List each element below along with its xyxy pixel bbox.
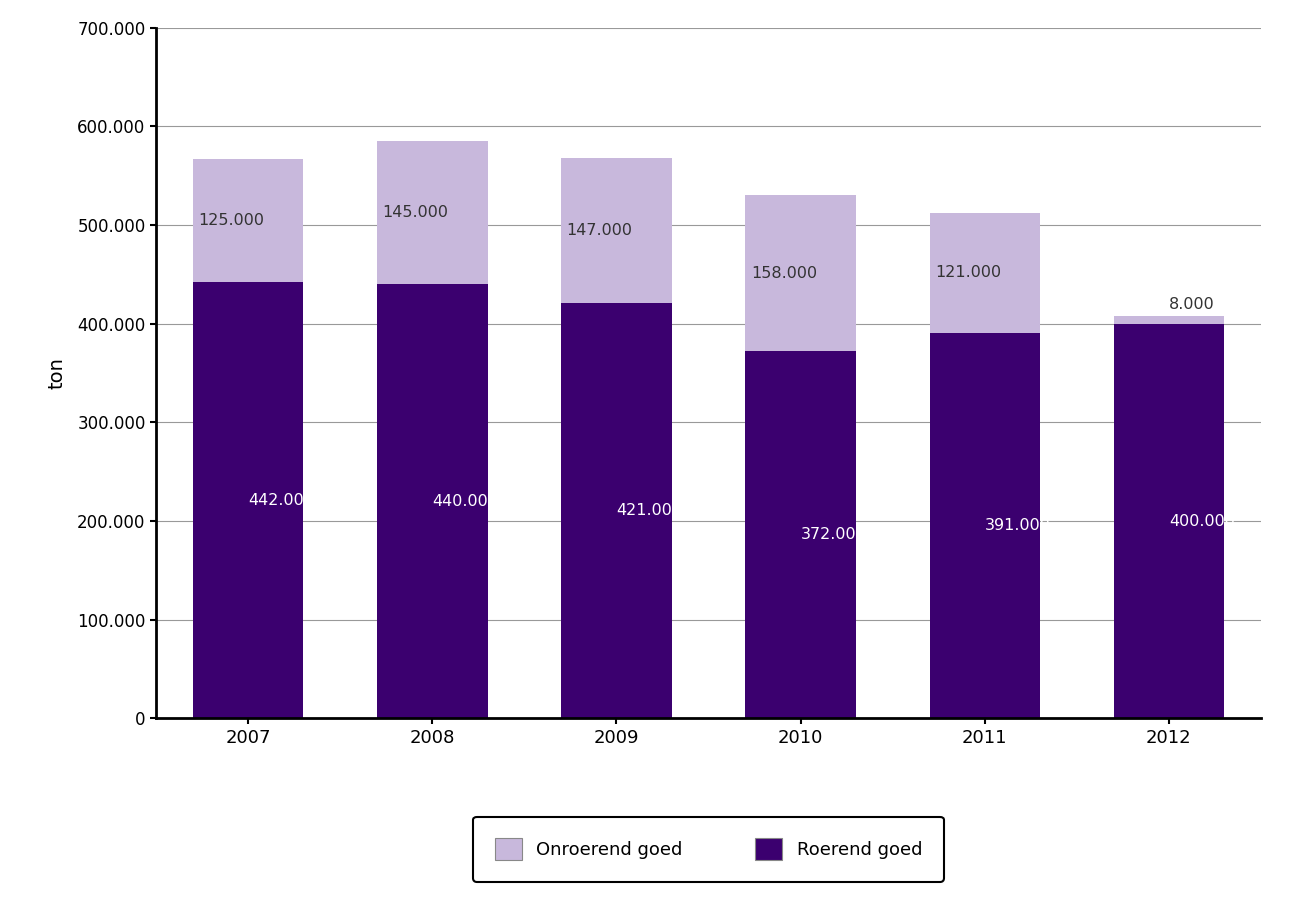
- Text: 391.000: 391.000: [985, 518, 1050, 533]
- Bar: [562, 303, 672, 718]
- Text: 442.000: 442.000: [248, 493, 315, 507]
- Text: 372.000: 372.000: [801, 528, 866, 542]
- Bar: [192, 158, 303, 282]
- Text: 125.000: 125.000: [199, 213, 264, 228]
- Text: 158.000: 158.000: [751, 266, 816, 281]
- Bar: [1114, 323, 1225, 718]
- Text: 147.000: 147.000: [567, 223, 633, 238]
- Bar: [930, 332, 1040, 718]
- Text: 145.000: 145.000: [382, 205, 448, 220]
- Y-axis label: ton: ton: [47, 357, 66, 389]
- Text: 8.000: 8.000: [1169, 297, 1214, 312]
- Bar: [192, 282, 303, 718]
- Bar: [377, 141, 488, 285]
- Text: 121.000: 121.000: [935, 265, 1001, 280]
- Text: 440.000: 440.000: [432, 494, 498, 508]
- Text: 421.000: 421.000: [616, 503, 682, 519]
- Text: 400.000: 400.000: [1169, 514, 1235, 529]
- Legend: Onroerend goed, Roerend goed: Onroerend goed, Roerend goed: [473, 817, 944, 882]
- Bar: [930, 213, 1040, 332]
- Bar: [562, 157, 672, 303]
- Bar: [1114, 316, 1225, 323]
- Bar: [377, 285, 488, 718]
- Bar: [745, 195, 855, 351]
- Bar: [745, 351, 855, 718]
